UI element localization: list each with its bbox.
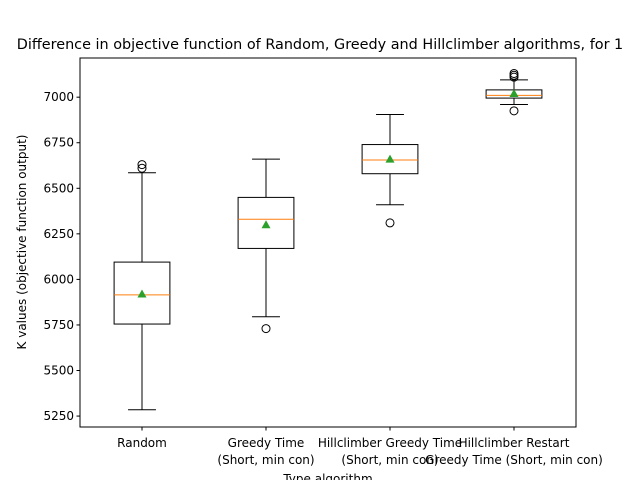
y-tick-label: 6000: [43, 272, 74, 286]
x-tick-label: Random: [117, 436, 167, 450]
y-tick-label: 7000: [43, 90, 74, 104]
x-tick-label-line2: (Short, min con): [217, 453, 314, 467]
y-tick-label: 5750: [43, 318, 74, 332]
chart-title: Difference in objective function of Rand…: [17, 37, 623, 53]
axes-frame: [79, 57, 577, 428]
mean-marker: [509, 89, 519, 98]
y-tick-label: 6750: [43, 136, 74, 150]
outlier-point: [385, 218, 395, 228]
plot-area: 5250 5500 5750 6000 6250 6500 6750 7000 Random Gr…: [43, 57, 603, 467]
x-axis-label: Type algorithm: [282, 472, 372, 480]
outlier-point: [137, 163, 147, 173]
x-tick-label: Hillclimber Restart: [459, 436, 570, 450]
y-tick-label: 5500: [43, 364, 74, 378]
x-tick-label-line2: Greedy Time (Short, min con): [425, 453, 603, 467]
y-tick-label: 6250: [43, 227, 74, 241]
mean-marker: [137, 289, 147, 298]
mean-marker: [385, 154, 395, 163]
x-tick-label-line2: (Short, min con): [341, 453, 438, 467]
y-tick-label: 6500: [43, 181, 74, 195]
outlier-point: [509, 68, 519, 78]
x-tick-label: Hillclimber Greedy Time: [318, 436, 462, 450]
mean-marker: [261, 220, 271, 229]
box: [113, 261, 171, 325]
outlier-point: [509, 106, 519, 116]
outlier-point: [509, 70, 519, 80]
x-tick-label: Greedy Time: [228, 436, 305, 450]
y-axis-label: K values (objective function output): [15, 135, 29, 350]
outlier-point: [137, 160, 147, 170]
box: [361, 144, 419, 175]
box: [237, 196, 295, 249]
outlier-point: [261, 324, 271, 334]
y-tick-label: 5250: [43, 409, 74, 423]
